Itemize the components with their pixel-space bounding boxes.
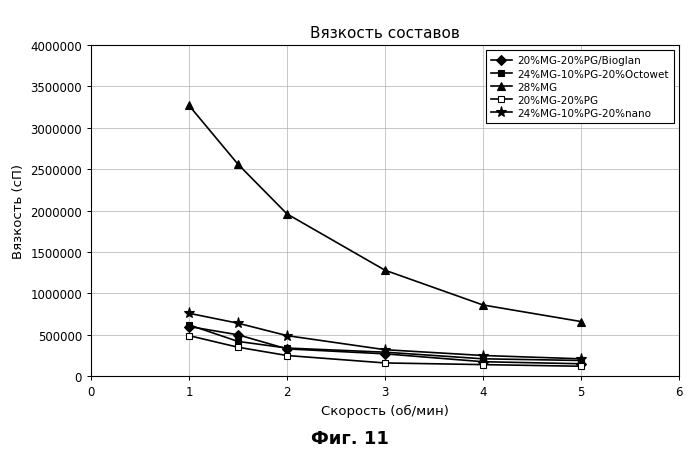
Title: Вязкость составов: Вязкость составов: [310, 26, 460, 40]
28%MG: [283, 212, 291, 217]
Line: 24%MG-10%PG-20%Octowet: 24%MG-10%PG-20%Octowet: [186, 322, 584, 364]
24%MG-10%PG-20%nano: [381, 347, 389, 353]
20%MG-20%PG/Bioglan: [234, 332, 242, 338]
20%MG-20%PG/Bioglan: [283, 347, 291, 352]
28%MG: [479, 302, 487, 308]
Line: 20%MG-20%PG/Bioglan: 20%MG-20%PG/Bioglan: [186, 323, 584, 368]
20%MG-20%PG: [185, 333, 193, 339]
Line: 24%MG-10%PG-20%nano: 24%MG-10%PG-20%nano: [183, 308, 587, 364]
20%MG-20%PG: [234, 345, 242, 350]
Legend: 20%MG-20%PG/Bioglan, 24%MG-10%PG-20%Octowet, 28%MG, 20%MG-20%PG, 24%MG-10%PG-20%: 20%MG-20%PG/Bioglan, 24%MG-10%PG-20%Octo…: [486, 51, 674, 124]
20%MG-20%PG/Bioglan: [577, 361, 585, 367]
24%MG-10%PG-20%Octowet: [479, 356, 487, 362]
X-axis label: Скорость (об/мин): Скорость (об/мин): [321, 404, 449, 417]
24%MG-10%PG-20%nano: [185, 311, 193, 316]
Y-axis label: Вязкость (сП): Вязкость (сП): [12, 164, 24, 258]
20%MG-20%PG/Bioglan: [479, 359, 487, 364]
20%MG-20%PG/Bioglan: [185, 324, 193, 330]
28%MG: [234, 162, 242, 168]
24%MG-10%PG-20%Octowet: [283, 346, 291, 351]
20%MG-20%PG: [577, 364, 585, 369]
20%MG-20%PG/Bioglan: [381, 351, 389, 357]
20%MG-20%PG: [283, 353, 291, 358]
Line: 20%MG-20%PG: 20%MG-20%PG: [186, 332, 584, 370]
24%MG-10%PG-20%nano: [479, 353, 487, 358]
24%MG-10%PG-20%nano: [234, 321, 242, 326]
24%MG-10%PG-20%Octowet: [234, 339, 242, 344]
Text: Фиг. 11: Фиг. 11: [311, 430, 389, 448]
24%MG-10%PG-20%nano: [577, 356, 585, 362]
24%MG-10%PG-20%nano: [283, 333, 291, 339]
20%MG-20%PG: [381, 360, 389, 366]
24%MG-10%PG-20%Octowet: [185, 322, 193, 328]
24%MG-10%PG-20%Octowet: [577, 358, 585, 364]
24%MG-10%PG-20%Octowet: [381, 350, 389, 355]
28%MG: [185, 103, 193, 109]
20%MG-20%PG: [479, 362, 487, 368]
28%MG: [577, 319, 585, 325]
Line: 28%MG: 28%MG: [185, 102, 585, 326]
28%MG: [381, 268, 389, 274]
